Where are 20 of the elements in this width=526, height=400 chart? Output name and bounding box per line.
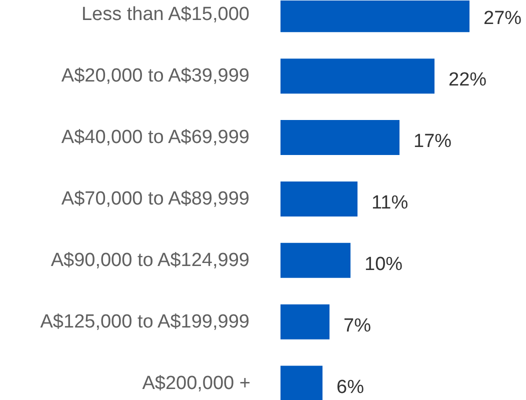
data-label: 17%: [414, 131, 452, 152]
data-label: 22%: [448, 70, 487, 91]
data-label: 11%: [372, 192, 408, 214]
y-tick-label: Less than A$15,000: [81, 4, 250, 26]
data-label: 27%: [484, 8, 522, 30]
bar: [280, 181, 358, 216]
y-tick-label: A$200,000 +: [142, 372, 250, 394]
bar: [280, 242, 350, 278]
data-label: 6%: [336, 376, 364, 398]
bar: [280, 120, 400, 156]
bar: [280, 366, 322, 400]
bar: [280, 58, 434, 94]
data-label: 7%: [344, 315, 372, 336]
y-tick-label: A$90,000 to A$124,999: [50, 250, 250, 271]
data-label: 10%: [364, 254, 403, 275]
bar: [280, 304, 330, 340]
y-tick-label: A$70,000 to A$89,999: [61, 188, 250, 210]
y-tick-label: A$125,000 to A$199,999: [40, 311, 250, 332]
y-tick-label: A$20,000 to A$39,999: [61, 66, 250, 87]
y-tick-label: A$40,000 to A$69,999: [61, 127, 250, 148]
